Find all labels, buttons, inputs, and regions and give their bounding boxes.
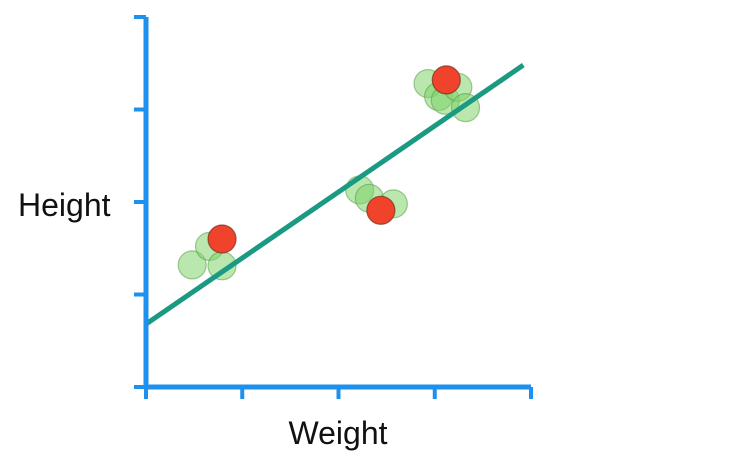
data-point-s1-2 [431, 65, 461, 95]
points-layer [177, 65, 481, 281]
data-point-s1-1 [366, 195, 396, 225]
fit-line-layer [144, 63, 525, 327]
y-axis-label: Height [18, 187, 111, 223]
axes [134, 15, 533, 399]
data-point-s1-0 [207, 224, 237, 254]
x-axis-label: Weight [288, 415, 387, 451]
data-point-s0-0 [177, 250, 207, 280]
fit-line [144, 63, 525, 327]
